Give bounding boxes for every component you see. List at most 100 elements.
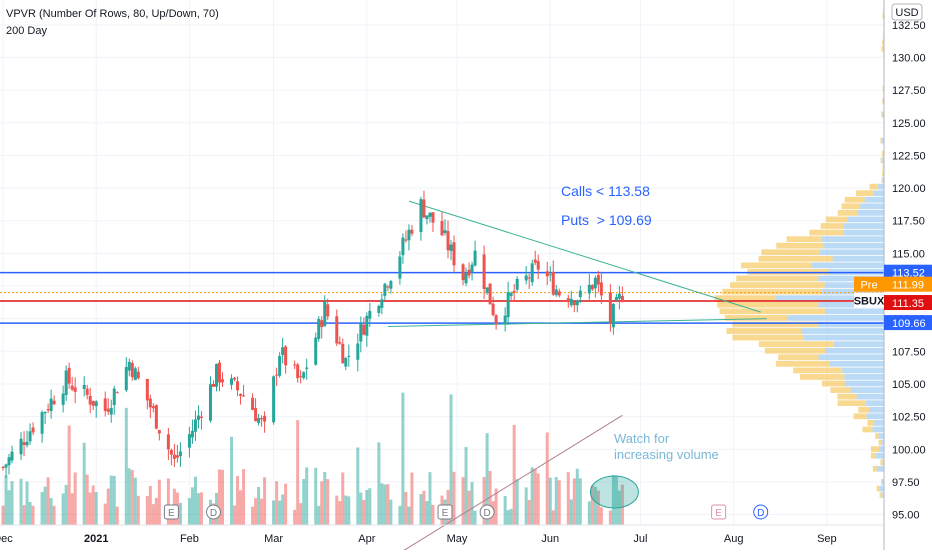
candle-up bbox=[471, 265, 474, 272]
candle-down bbox=[513, 291, 516, 293]
x-tick-label: May bbox=[447, 533, 468, 545]
candle-up bbox=[612, 304, 615, 327]
candle-up bbox=[179, 451, 182, 456]
candle-up bbox=[215, 364, 218, 387]
volume-bar bbox=[422, 491, 425, 525]
volume-bar bbox=[68, 426, 71, 525]
candle-down bbox=[200, 417, 203, 418]
volume-bar bbox=[377, 442, 380, 525]
candle-down bbox=[23, 442, 26, 445]
vp-row-up bbox=[720, 308, 826, 314]
candle-up bbox=[323, 302, 326, 327]
candle-up bbox=[188, 434, 191, 447]
x-tick-label: Sep bbox=[817, 533, 837, 545]
volume-bar bbox=[191, 487, 194, 525]
candle-up bbox=[194, 419, 197, 431]
candle-up bbox=[428, 213, 431, 217]
candle-up bbox=[516, 279, 519, 290]
volume-bar bbox=[221, 470, 224, 525]
y-tick-label: 100.00 bbox=[892, 444, 926, 456]
vp-row-up bbox=[879, 440, 882, 446]
vp-row-up bbox=[873, 466, 877, 472]
vp-row-up bbox=[787, 236, 822, 242]
volume-bar bbox=[359, 493, 362, 525]
volume-bar bbox=[107, 489, 110, 525]
volume-bar bbox=[155, 498, 158, 525]
indicator-vpvr-label[interactable]: VPVR (Number Of Rows, 80, Up/Down, 70) bbox=[6, 8, 219, 20]
candle-down bbox=[335, 316, 338, 343]
indicator-ma-label[interactable]: 200 Day bbox=[6, 25, 47, 37]
vp-row-up bbox=[871, 446, 879, 452]
candle-down bbox=[558, 291, 561, 295]
ma-200-line bbox=[367, 415, 623, 550]
candle-up bbox=[278, 356, 281, 376]
candle-down bbox=[293, 364, 296, 365]
candle-down bbox=[239, 394, 242, 396]
volume-bar bbox=[335, 496, 338, 525]
candle-down bbox=[483, 254, 486, 289]
vp-row-down bbox=[857, 394, 884, 400]
candle-up bbox=[95, 401, 98, 406]
volume-bar bbox=[86, 475, 89, 525]
volume-bar bbox=[579, 478, 582, 525]
volume-bar bbox=[137, 496, 140, 525]
volume-bar bbox=[278, 501, 281, 525]
candle-down bbox=[600, 282, 603, 295]
volume-bar bbox=[11, 481, 14, 525]
candle-up bbox=[62, 394, 65, 405]
puts-annotation: Puts > 109.69 bbox=[561, 212, 652, 228]
volume-bar bbox=[44, 487, 47, 525]
volume-bar bbox=[53, 506, 56, 525]
vp-row-up bbox=[880, 492, 883, 498]
volume-bar bbox=[338, 501, 341, 525]
vp-row-up bbox=[838, 400, 866, 406]
candle-down bbox=[275, 375, 278, 376]
volume-bar bbox=[383, 485, 386, 525]
vp-row-down bbox=[874, 190, 884, 196]
candle-down bbox=[489, 284, 492, 305]
x-tick-label: Aug bbox=[724, 533, 744, 545]
volume-bar bbox=[326, 479, 329, 525]
volume-bar bbox=[125, 408, 128, 525]
candle-up bbox=[41, 412, 44, 434]
candle-down bbox=[137, 372, 140, 379]
candle-down bbox=[155, 405, 158, 428]
x-tick-label: Apr bbox=[358, 533, 375, 545]
volume-bar bbox=[284, 484, 287, 525]
volume-bar bbox=[275, 481, 278, 525]
vp-row-up bbox=[726, 328, 801, 334]
volume-bar bbox=[510, 509, 513, 525]
vp-row-up bbox=[882, 151, 883, 157]
candle-down bbox=[447, 231, 450, 250]
candle-up bbox=[444, 230, 447, 233]
candle-down bbox=[609, 292, 612, 323]
volume-bar bbox=[242, 469, 245, 525]
candle-down bbox=[53, 401, 56, 404]
volume-bar bbox=[254, 498, 257, 525]
candle-up bbox=[305, 368, 308, 369]
volume-bar bbox=[104, 504, 107, 525]
vp-row-up bbox=[856, 190, 873, 196]
candle-up bbox=[419, 199, 422, 232]
volume-bar bbox=[567, 472, 570, 525]
candle-down bbox=[71, 386, 74, 390]
y-tick-label: 130.00 bbox=[892, 52, 926, 64]
vp-row-up bbox=[838, 210, 858, 216]
candle-down bbox=[492, 304, 495, 315]
candle-up bbox=[570, 299, 573, 305]
candle-down bbox=[552, 272, 555, 295]
time-axis: Dec2021FebMarAprMayJunJulAugSep bbox=[0, 525, 884, 545]
volume-bar bbox=[23, 505, 26, 525]
ma-200-line bbox=[367, 415, 623, 550]
candle-down bbox=[221, 379, 224, 382]
x-tick-label: Dec bbox=[0, 533, 13, 545]
volume-bar bbox=[158, 480, 161, 525]
volume-bar bbox=[50, 498, 53, 525]
candle-up bbox=[302, 372, 305, 378]
candle-up bbox=[510, 293, 513, 296]
volume-bar bbox=[251, 507, 254, 525]
candle-up bbox=[618, 294, 621, 299]
volume-bar bbox=[600, 507, 603, 525]
candle-down bbox=[2, 467, 5, 468]
